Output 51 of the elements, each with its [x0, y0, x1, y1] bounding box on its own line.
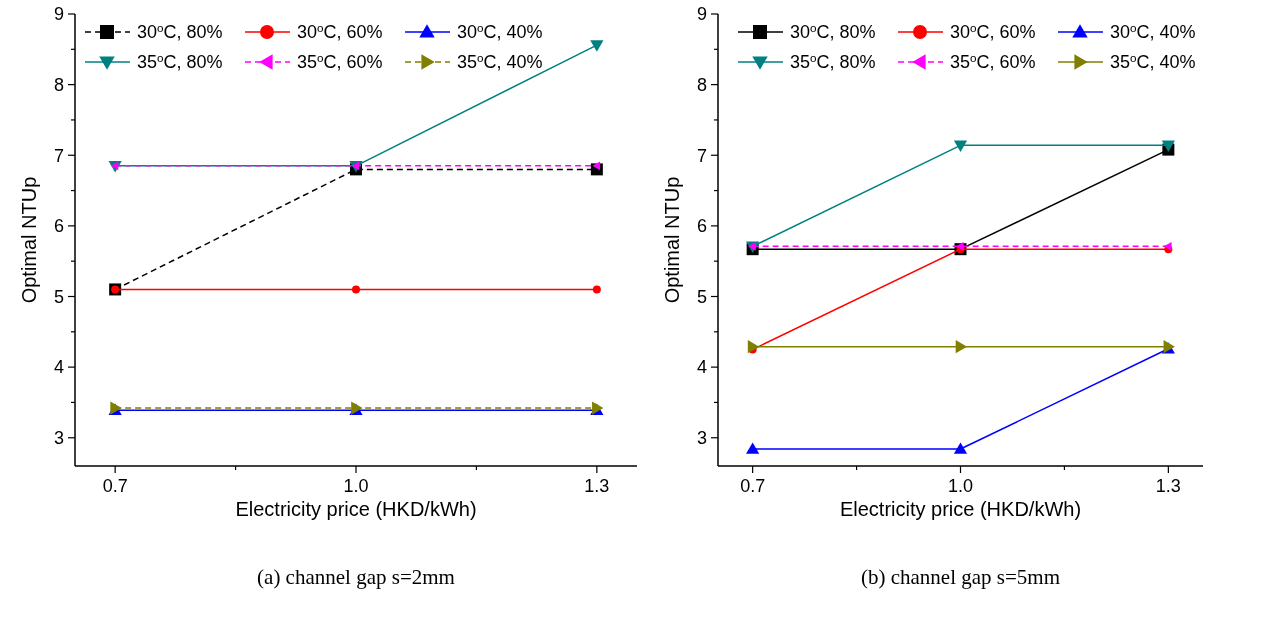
legend-label: 35$^{o}$C, 40%: [457, 50, 543, 73]
point: [592, 161, 601, 171]
y-tick-label: 3: [696, 428, 707, 449]
point: [956, 241, 964, 251]
y-axis-title: Optimal NTUp: [661, 176, 683, 304]
y-tick-label: 9: [53, 4, 64, 25]
legend-label: 30$^{o}$C, 40%: [457, 20, 543, 43]
y-tick-label: 9: [696, 4, 707, 25]
legend-label: 35$^{o}$C, 40%: [1110, 50, 1196, 73]
point: [592, 285, 601, 294]
x-tick-label: 1.3: [1155, 476, 1181, 496]
y-tick-label: 8: [53, 74, 64, 95]
point: [352, 285, 360, 294]
point: [953, 140, 968, 152]
y-axis-title: Optimal NTUp: [18, 176, 40, 304]
point: [955, 340, 968, 354]
y-tick-label: 4: [696, 357, 707, 378]
y-tick-label: 4: [53, 357, 64, 378]
point: [1161, 140, 1175, 152]
legend-label: 30$^{o}$C, 80%: [790, 20, 876, 43]
legend-label: 35$^{o}$C, 60%: [950, 50, 1036, 73]
point: [590, 40, 604, 52]
y-tick-label: 5: [53, 286, 64, 307]
point: [748, 241, 756, 251]
x-axis-title: Electricity price (HKD/kWh): [839, 498, 1082, 520]
x-tick-label: 0.7: [740, 476, 766, 496]
text: (a) channel gap s=2mm: [257, 565, 455, 589]
point: [953, 442, 968, 454]
y-tick-label: 6: [696, 216, 707, 237]
text: (b) channel gap s=5mm: [860, 565, 1061, 589]
x-tick-label: 0.7: [102, 476, 128, 496]
point: [1163, 241, 1172, 251]
x-tick-label: 1.3: [584, 476, 610, 496]
point: [746, 442, 760, 454]
legend-label: 30$^{o}$C, 60%: [297, 20, 383, 43]
legend-label: 30$^{o}$C, 60%: [950, 20, 1036, 43]
y-tick-label: 6: [53, 216, 64, 237]
y-tick-label: 7: [696, 145, 707, 166]
y-tick-label: 7: [53, 145, 64, 166]
x-tick-label: 1.0: [343, 476, 369, 496]
legend-label: 35$^{o}$C, 80%: [137, 50, 223, 73]
y-tick-label: 3: [53, 428, 64, 449]
legend-label: 30$^{o}$C, 40%: [1110, 20, 1196, 43]
legend-label: 35$^{o}$C, 80%: [790, 50, 876, 73]
legend-label: 35$^{o}$C, 60%: [297, 50, 383, 73]
x-tick-label: 1.0: [947, 476, 974, 496]
x-axis-title: Electricity price (HKD/kWh): [235, 498, 477, 520]
y-tick-label: 5: [696, 286, 707, 307]
point: [747, 340, 760, 354]
y-tick-label: 8: [696, 74, 707, 95]
legend-label: 30$^{o}$C, 80%: [137, 20, 223, 43]
